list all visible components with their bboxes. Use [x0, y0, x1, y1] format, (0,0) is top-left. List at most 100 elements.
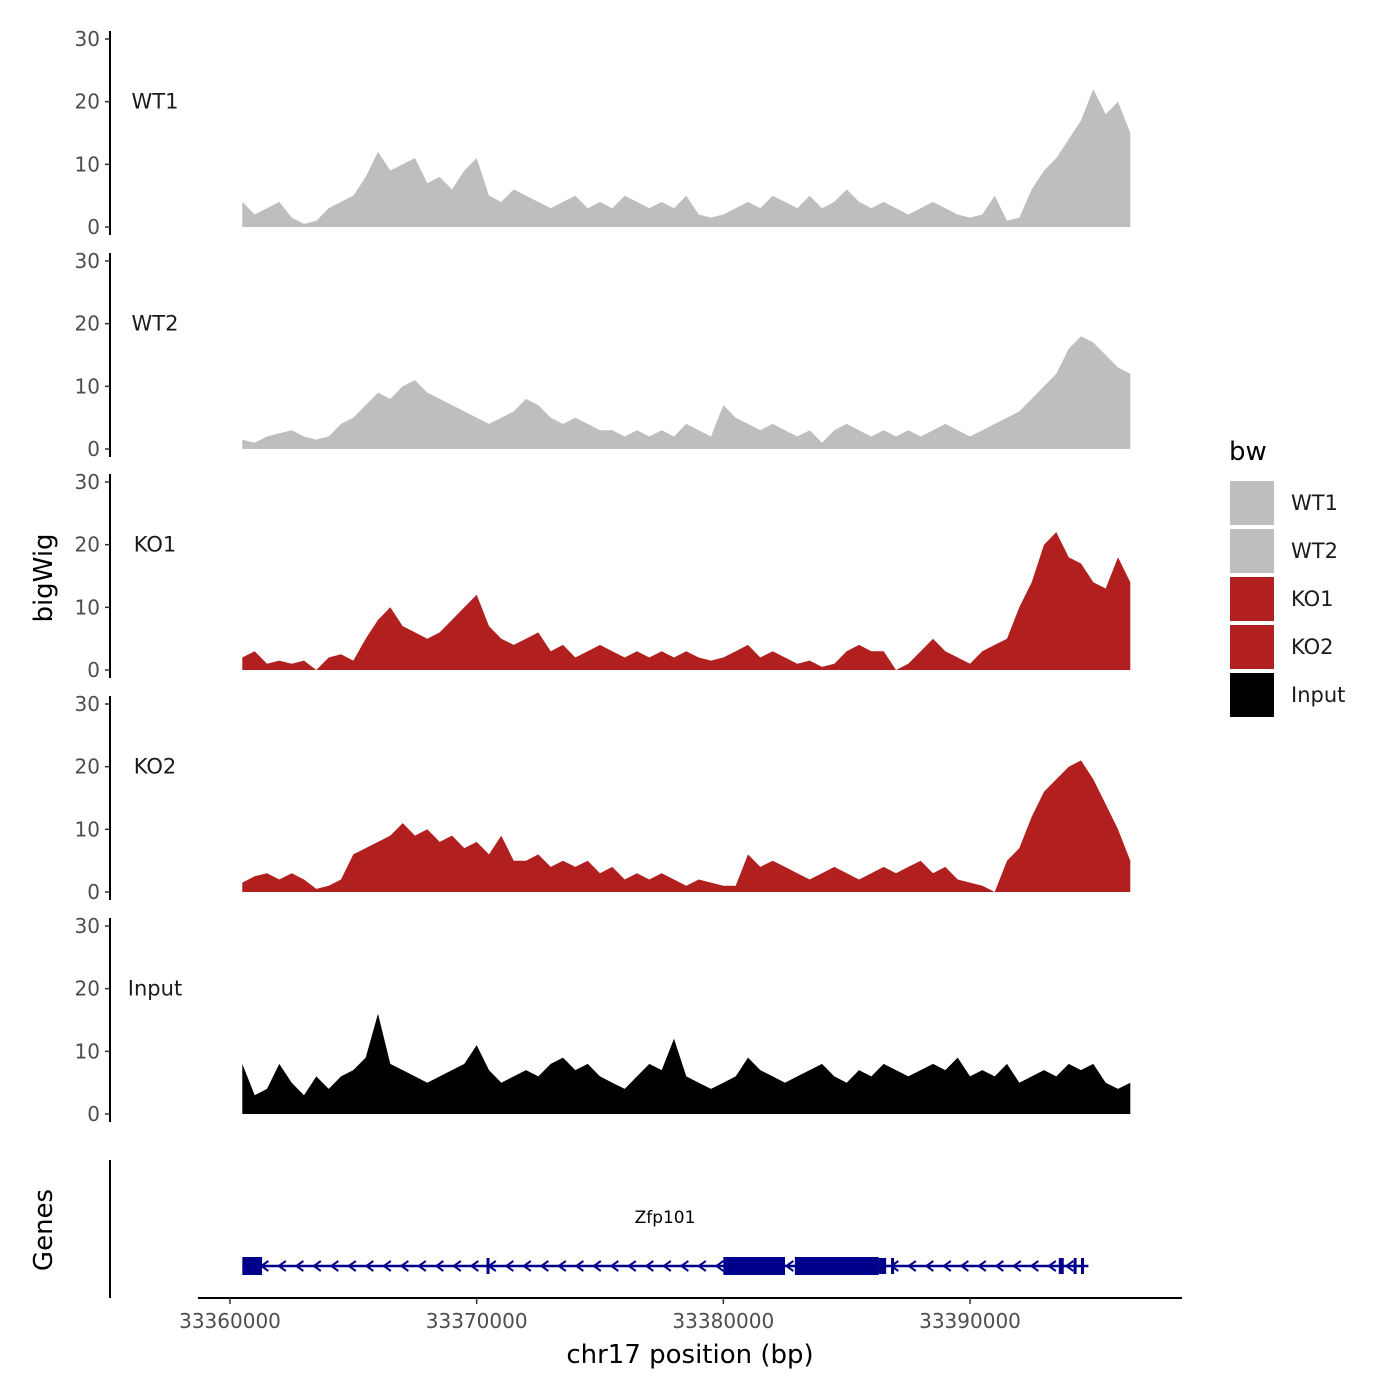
- legend-key-wt1: [1228, 479, 1276, 527]
- strand-arrow: [994, 1260, 1004, 1272]
- strand-arrow: [329, 1260, 339, 1272]
- legend-label-ko2: KO2: [1291, 635, 1334, 659]
- strand-arrow: [294, 1260, 304, 1272]
- track-wt1: 0 10 20 30 WT1: [75, 27, 1131, 239]
- legend-key-ko2: [1228, 623, 1276, 671]
- strand-arrow: [452, 1260, 462, 1272]
- track-input: 0 10 20 30 Input: [75, 914, 1131, 1126]
- track-label-wt2: WT2: [132, 312, 179, 336]
- strand-arrow: [924, 1260, 934, 1272]
- y-tick-label-wt2-0: 0: [87, 437, 100, 461]
- strand-arrow: [434, 1260, 444, 1272]
- strand-arrow: [1047, 1260, 1057, 1272]
- exon-7: [1058, 1258, 1064, 1274]
- strand-arrow: [1012, 1260, 1022, 1272]
- exon-1: [242, 1257, 263, 1275]
- y-tick-label-wt1-20: 20: [75, 90, 100, 114]
- y-tick-label-ko2-0: 0: [87, 880, 100, 904]
- track-label-ko2: KO2: [134, 755, 177, 779]
- strand-arrow: [312, 1260, 322, 1272]
- x-tick-label-33390000: 33390000: [919, 1309, 1021, 1333]
- strand-arrow: [1029, 1260, 1039, 1272]
- strand-arrow: [1064, 1260, 1074, 1272]
- legend-label-ko1: KO1: [1291, 587, 1334, 611]
- y-tick-label-input-20: 20: [75, 977, 100, 1001]
- y-tick-label-input-0: 0: [87, 1102, 100, 1126]
- strand-arrow: [907, 1260, 917, 1272]
- area-wt1: [242, 89, 1131, 227]
- area-input: [242, 1013, 1131, 1114]
- legend: bw WT1 WT2 KO1 KO2 Input: [1228, 437, 1345, 719]
- strand-arrow: [504, 1260, 514, 1272]
- strand-arrow: [539, 1260, 549, 1272]
- y-tick-label-wt1-10: 10: [75, 152, 100, 176]
- x-tick-label-33370000: 33370000: [426, 1309, 528, 1333]
- strand-arrow: [627, 1260, 637, 1272]
- strand-arrow: [382, 1260, 392, 1272]
- y-tick-label-wt2-30: 30: [75, 249, 100, 273]
- area-wt2: [242, 336, 1131, 449]
- strand-arrow: [644, 1260, 654, 1272]
- legend-key-ko1: [1228, 575, 1276, 623]
- x-tick-label-33380000: 33380000: [672, 1309, 774, 1333]
- exon-8: [1073, 1258, 1077, 1274]
- y-axis-title: bigWig: [29, 533, 59, 622]
- legend-label-input: Input: [1291, 683, 1345, 707]
- exon-5: [878, 1258, 887, 1274]
- x-axis-title: chr17 position (bp): [566, 1340, 813, 1370]
- exon-2: [486, 1258, 490, 1274]
- legend-label-wt2: WT2: [1291, 539, 1338, 563]
- strand-arrow: [784, 1260, 794, 1272]
- strand-arrow: [662, 1260, 672, 1272]
- exon-3: [723, 1257, 785, 1275]
- y-tick-label-wt2-10: 10: [75, 374, 100, 398]
- legend-key-wt2: [1228, 527, 1276, 575]
- y-tick-label-wt2-20: 20: [75, 312, 100, 336]
- y-tick-label-ko2-10: 10: [75, 817, 100, 841]
- y-tick-label-wt1-0: 0: [87, 215, 100, 239]
- track-ko1: 0 10 20 30 KO1: [75, 470, 1131, 682]
- strand-arrow: [417, 1260, 427, 1272]
- area-ko2: [242, 760, 1131, 892]
- track-wt2: 0 10 20 30 WT2: [75, 249, 1131, 461]
- strand-arrow: [469, 1260, 479, 1272]
- strand-arrow: [959, 1260, 969, 1272]
- y-tick-label-input-10: 10: [75, 1039, 100, 1063]
- strand-arrow: [574, 1260, 584, 1272]
- strand-arrow: [399, 1260, 409, 1272]
- gene-track: Zfp101: [109, 1160, 1089, 1298]
- strand-arrow: [347, 1260, 357, 1272]
- legend-key-input: [1228, 671, 1276, 719]
- strand-arrow: [364, 1260, 374, 1272]
- legend-title: bw: [1229, 437, 1267, 467]
- strand-arrow: [977, 1260, 987, 1272]
- track-label-input: Input: [128, 977, 182, 1001]
- exon-6: [891, 1258, 895, 1274]
- strand-arrow: [679, 1260, 689, 1272]
- track-ko2: 0 10 20 30 KO2: [75, 692, 1131, 904]
- strand-arrow: [609, 1260, 619, 1272]
- strand-arrow: [942, 1260, 952, 1272]
- exon-4: [794, 1257, 879, 1275]
- y-tick-label-ko1-0: 0: [87, 658, 100, 682]
- track-label-wt1: WT1: [132, 90, 179, 114]
- track-label-ko1: KO1: [134, 533, 177, 557]
- x-axis: 33360000 33370000 33380000 33390000: [179, 1297, 1182, 1333]
- y-tick-label-ko1-10: 10: [75, 595, 100, 619]
- y-tick-label-wt1-30: 30: [75, 27, 100, 51]
- strand-arrow: [714, 1260, 724, 1272]
- y-tick-label-ko1-30: 30: [75, 470, 100, 494]
- strand-arrow: [697, 1260, 707, 1272]
- strand-arrow: [557, 1260, 567, 1272]
- y-tick-label-input-30: 30: [75, 914, 100, 938]
- strand-arrow: [592, 1260, 602, 1272]
- gene-name-label: Zfp101: [635, 1208, 696, 1228]
- y-tick-label-ko2-30: 30: [75, 692, 100, 716]
- signal-tracks: 0 10 20 30 WT1 0 10 20 30 WT2 0 10 20 30 KO1 0 10 20 30 KO2…: [75, 27, 1131, 1126]
- gene-track-axis-title: Genes: [29, 1189, 59, 1271]
- x-tick-label-33360000: 33360000: [179, 1309, 281, 1333]
- area-ko1: [242, 532, 1131, 670]
- y-tick-label-ko2-20: 20: [75, 755, 100, 779]
- strand-arrow: [277, 1260, 287, 1272]
